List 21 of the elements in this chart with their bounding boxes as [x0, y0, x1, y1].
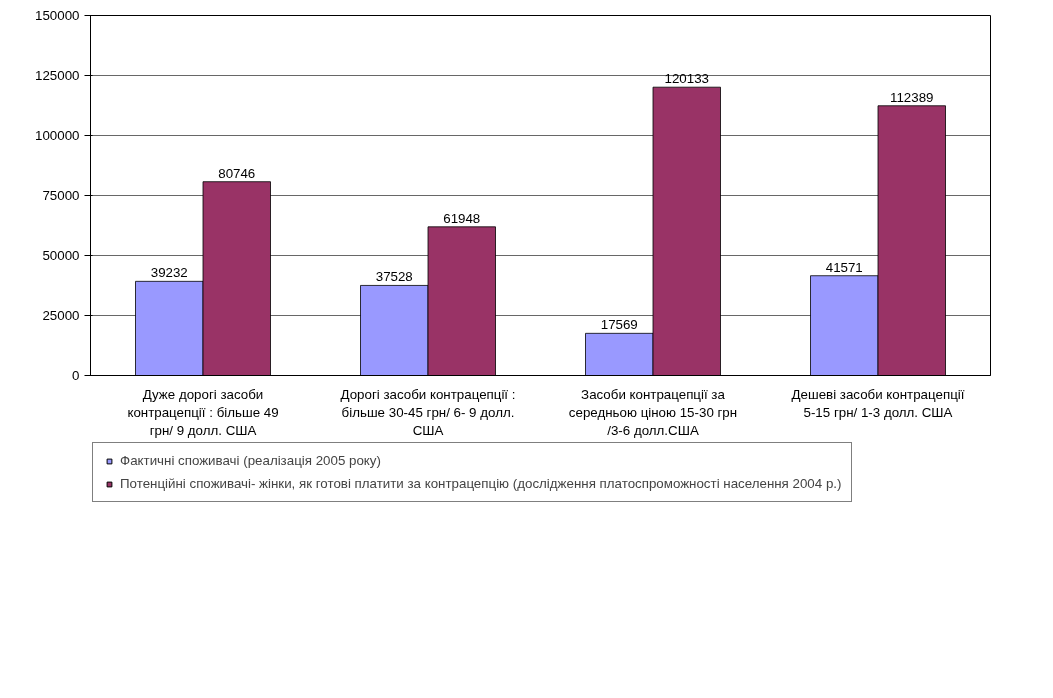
- y-tick-label: 75000: [42, 188, 80, 203]
- data-label: 61948: [443, 210, 481, 226]
- data-label: 17569: [600, 317, 638, 333]
- data-label: 41571: [825, 259, 863, 275]
- data-label: 112389: [890, 89, 934, 105]
- data-label: 80746: [218, 165, 256, 181]
- y-tick-label: 125000: [35, 68, 80, 83]
- legend-label: Фактичні споживачі (реалізація 2005 року): [120, 453, 381, 468]
- y-tick-label: 100000: [35, 128, 80, 143]
- y-tick-label: 150000: [35, 8, 80, 23]
- x-tick-label: Дорогі засоби контрацепції : більше 30-45 грн/ 6- 9 долл. США: [340, 386, 516, 438]
- y-tick-label: 50000: [42, 248, 80, 263]
- x-tick-label: Засоби контрацепції за середньою ціною 15-30 грн /3-6 долл.США: [568, 386, 738, 438]
- y-tick-label: 0: [72, 368, 80, 383]
- x-tick-label: Дешеві засоби контрацепції 5-15 грн/ 1-3 долл. США: [791, 386, 965, 420]
- legend-label: Потенційні споживачі- жінки, як готові платити за контрацепцію (дослідження платоспроможності населення 2004 р.): [120, 476, 842, 491]
- data-label: 120133: [664, 71, 709, 87]
- data-label: 39232: [150, 265, 188, 281]
- x-tick-label: Дуже дорогі засоби контрацепції : більше 49 грн/ 9 долл. США: [127, 386, 279, 438]
- y-tick-label: 25000: [42, 308, 80, 323]
- data-label: 37528: [375, 269, 413, 285]
